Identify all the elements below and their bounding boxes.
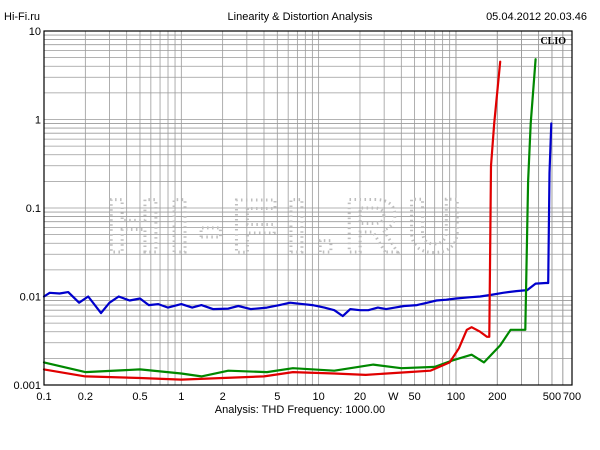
y-tick-label: 1	[35, 115, 41, 127]
x-tick-label: 700	[563, 391, 581, 403]
x-tick-label: 50	[408, 391, 420, 403]
watermark: HI-FI.RU	[105, 183, 470, 271]
timestamp: 05.04.2012 20.03.46	[486, 11, 587, 23]
x-tick-label: 20	[354, 391, 366, 403]
y-tick-label: 0.1	[26, 203, 41, 215]
x-tick-label: 100	[447, 391, 465, 403]
analysis-info: Analysis: THD Frequency: 1000.00	[214, 404, 386, 416]
x-tick-label: 2	[220, 391, 226, 403]
watermark-text: HI-FI.RU	[106, 184, 470, 269]
y-tick-label: 0.001	[13, 380, 41, 392]
series-line	[42, 58, 537, 378]
x-tick-label: 0.1	[36, 391, 51, 403]
page-title: Linearity & Distortion Analysis	[227, 11, 373, 23]
y-axis-ticks: 10 1 0.1 0.01 0.001	[13, 26, 41, 392]
x-tick-label: 1	[178, 391, 184, 403]
plot-frame	[43, 30, 573, 386]
x-tick-label: 5	[274, 391, 280, 403]
x-axis-label: W	[388, 391, 399, 403]
x-axis-ticks: 0.1 0.2 0.5 1 2 5 10 20 50 100 200 500 700	[36, 391, 581, 403]
x-tick-label: 10	[313, 391, 325, 403]
clio-logo: CLIO	[540, 36, 566, 47]
y-tick-label: 0.01	[20, 292, 41, 304]
site-label: Hi-Fi.ru	[4, 11, 41, 23]
y-tick-label: 10	[29, 26, 41, 38]
x-tick-label: 500	[543, 391, 561, 403]
series-lines	[42, 58, 553, 381]
series-line	[42, 122, 553, 318]
series-line	[42, 60, 502, 381]
x-tick-label: 200	[488, 391, 506, 403]
x-tick-label: 0.2	[78, 391, 93, 403]
x-tick-label: 0.5	[132, 391, 147, 403]
